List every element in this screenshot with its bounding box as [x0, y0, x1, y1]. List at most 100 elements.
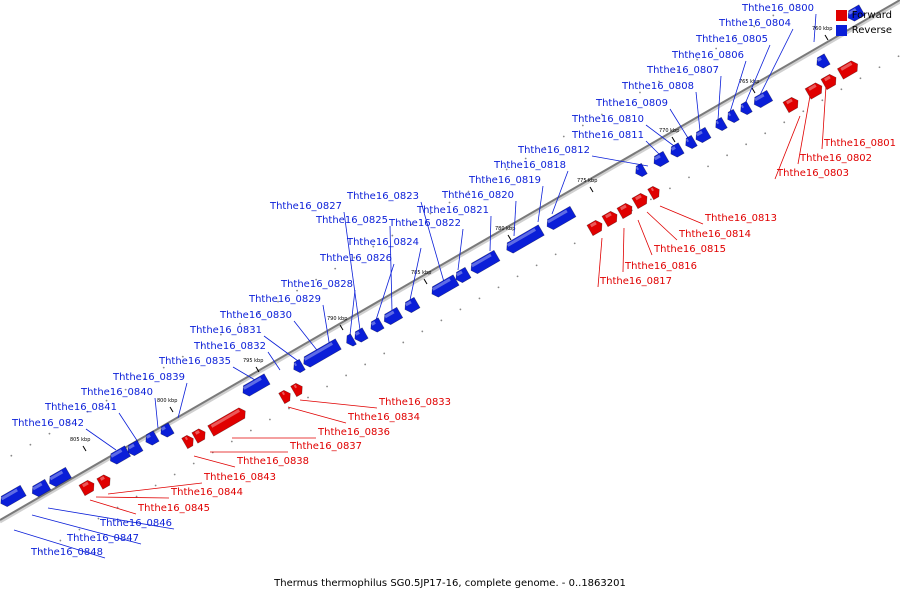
forward-gene-label[interactable]: Ththe16_0801 — [823, 138, 896, 149]
reverse-gene-label[interactable]: Ththe16_0808 — [621, 81, 694, 92]
reverse-gene[interactable] — [381, 306, 404, 326]
forward-gene[interactable] — [181, 433, 197, 450]
reverse-gene-label[interactable]: Ththe16_0819 — [468, 175, 541, 186]
forward-gene-label[interactable]: Ththe16_0838 — [236, 456, 309, 467]
reverse-gene-label[interactable]: Ththe16_0823 — [346, 191, 419, 202]
reverse-gene-label[interactable]: Ththe16_0835 — [158, 356, 231, 367]
reverse-gene[interactable] — [158, 422, 175, 439]
forward-gene-label[interactable]: Ththe16_0836 — [317, 427, 390, 438]
reverse-gene-label[interactable]: Ththe16_0829 — [248, 294, 321, 305]
reverse-gene-label[interactable]: Ththe16_0847 — [66, 533, 139, 544]
reverse-gene[interactable] — [453, 266, 472, 284]
reverse-gene-label[interactable]: Ththe16_0841 — [44, 402, 117, 413]
reverse-gene-label[interactable]: Ththe16_0800 — [741, 3, 814, 14]
reverse-leader-line — [457, 228, 464, 271]
reverse-leader-line — [669, 108, 689, 139]
forward-gene[interactable] — [96, 473, 113, 490]
reverse-gene[interactable] — [301, 338, 342, 369]
reverse-gene[interactable] — [29, 478, 52, 498]
reverse-gene-label[interactable]: Ththe16_0809 — [595, 98, 668, 109]
forward-gene-label[interactable]: Ththe16_0814 — [678, 229, 751, 240]
reverse-gene[interactable] — [125, 439, 144, 457]
reverse-gene-label[interactable]: Ththe16_0831 — [189, 325, 262, 336]
reverse-gene[interactable] — [291, 358, 306, 374]
reverse-gene-label[interactable]: Ththe16_0820 — [441, 190, 514, 201]
forward-gene-label[interactable]: Ththe16_0844 — [170, 487, 243, 498]
forward-gene[interactable] — [278, 388, 294, 405]
forward-gene[interactable] — [290, 381, 306, 398]
reverse-gene-label[interactable]: Ththe16_0818 — [493, 160, 566, 171]
forward-gene[interactable] — [804, 81, 825, 100]
reverse-gene-label[interactable]: Ththe16_0805 — [695, 34, 768, 45]
forward-gene-label[interactable]: Ththe16_0803 — [776, 168, 849, 179]
reverse-gene[interactable] — [468, 249, 501, 275]
forward-gene-label[interactable]: Ththe16_0816 — [624, 261, 697, 272]
reverse-gene[interactable] — [814, 53, 831, 70]
reverse-gene[interactable] — [845, 4, 866, 23]
forward-gene[interactable] — [207, 406, 249, 437]
forward-gene[interactable] — [601, 209, 620, 228]
reverse-gene[interactable] — [368, 317, 385, 334]
forward-gene-label[interactable]: Ththe16_0833 — [378, 397, 451, 408]
forward-gene[interactable] — [820, 72, 839, 91]
reverse-leader-line — [263, 335, 299, 362]
reverse-gene-label[interactable]: Ththe16_0822 — [388, 218, 461, 229]
reverse-gene[interactable] — [713, 116, 728, 132]
reverse-gene-label[interactable]: Ththe16_0821 — [416, 205, 489, 216]
forward-gene[interactable] — [782, 95, 801, 114]
reverse-gene[interactable] — [402, 296, 421, 314]
forward-gene-label[interactable]: Ththe16_0845 — [137, 503, 210, 514]
reverse-gene-label[interactable]: Ththe16_0811 — [571, 130, 644, 141]
reverse-gene-label[interactable]: Ththe16_0812 — [517, 145, 590, 156]
forward-gene[interactable] — [586, 218, 605, 237]
reverse-gene[interactable] — [240, 373, 271, 398]
reverse-gene-label[interactable]: Ththe16_0825 — [315, 215, 388, 226]
reverse-gene-label[interactable]: Ththe16_0804 — [718, 18, 791, 29]
reverse-gene-label[interactable]: Ththe16_0840 — [80, 387, 153, 398]
reverse-gene[interactable] — [143, 430, 160, 447]
reverse-gene-label[interactable]: Ththe16_0810 — [571, 114, 644, 125]
reverse-gene[interactable] — [725, 108, 740, 124]
forward-gene[interactable] — [78, 478, 97, 497]
reverse-gene[interactable] — [668, 142, 685, 159]
forward-gene[interactable] — [631, 191, 650, 210]
forward-gene[interactable] — [836, 59, 860, 80]
forward-gene-label[interactable]: Ththe16_0843 — [203, 472, 276, 483]
reverse-gene-label[interactable]: Ththe16_0806 — [671, 50, 744, 61]
forward-gene-label[interactable]: Ththe16_0837 — [289, 441, 362, 452]
reverse-gene-label[interactable]: Ththe16_0830 — [219, 310, 292, 321]
reverse-gene[interactable] — [504, 224, 545, 255]
forward-gene[interactable] — [191, 427, 208, 444]
reverse-gene[interactable] — [633, 162, 648, 178]
forward-gene-label[interactable]: Ththe16_0802 — [799, 153, 872, 164]
reverse-gene[interactable] — [651, 150, 670, 168]
reverse-gene[interactable] — [0, 484, 27, 508]
reverse-gene[interactable] — [352, 327, 369, 344]
reverse-gene[interactable] — [344, 333, 357, 348]
forward-gene[interactable] — [616, 201, 635, 220]
forward-gene-label[interactable]: Ththe16_0817 — [599, 276, 672, 287]
reverse-gene-label[interactable]: Ththe16_0848 — [30, 547, 103, 558]
reverse-gene-label[interactable]: Ththe16_0839 — [112, 372, 185, 383]
reverse-gene[interactable] — [46, 466, 72, 488]
reverse-gene[interactable] — [544, 205, 577, 231]
ruler-tick — [671, 136, 676, 143]
reverse-gene-label[interactable]: Ththe16_0832 — [193, 341, 266, 352]
forward-gene-label[interactable]: Ththe16_0813 — [704, 213, 777, 224]
reverse-gene[interactable] — [738, 100, 753, 116]
reverse-gene[interactable] — [751, 89, 774, 109]
reverse-gene-label[interactable]: Ththe16_0826 — [319, 253, 392, 264]
reverse-gene-label[interactable]: Ththe16_0824 — [346, 237, 419, 248]
forward-gene[interactable] — [647, 184, 663, 201]
reverse-gene-label[interactable]: Ththe16_0846 — [99, 518, 172, 529]
reverse-gene-label[interactable]: Ththe16_0842 — [11, 418, 84, 429]
reverse-gene-label[interactable]: Ththe16_0828 — [280, 279, 353, 290]
reverse-gene-label[interactable]: Ththe16_0807 — [646, 65, 719, 76]
reverse-gene-label[interactable]: Ththe16_0827 — [269, 201, 342, 212]
reverse-gene[interactable] — [693, 126, 712, 144]
reverse-gene[interactable] — [683, 134, 698, 150]
reverse-gene[interactable] — [107, 445, 132, 466]
reverse-gene[interactable] — [429, 274, 460, 299]
forward-gene-label[interactable]: Ththe16_0815 — [653, 244, 726, 255]
forward-gene-label[interactable]: Ththe16_0834 — [347, 412, 420, 423]
